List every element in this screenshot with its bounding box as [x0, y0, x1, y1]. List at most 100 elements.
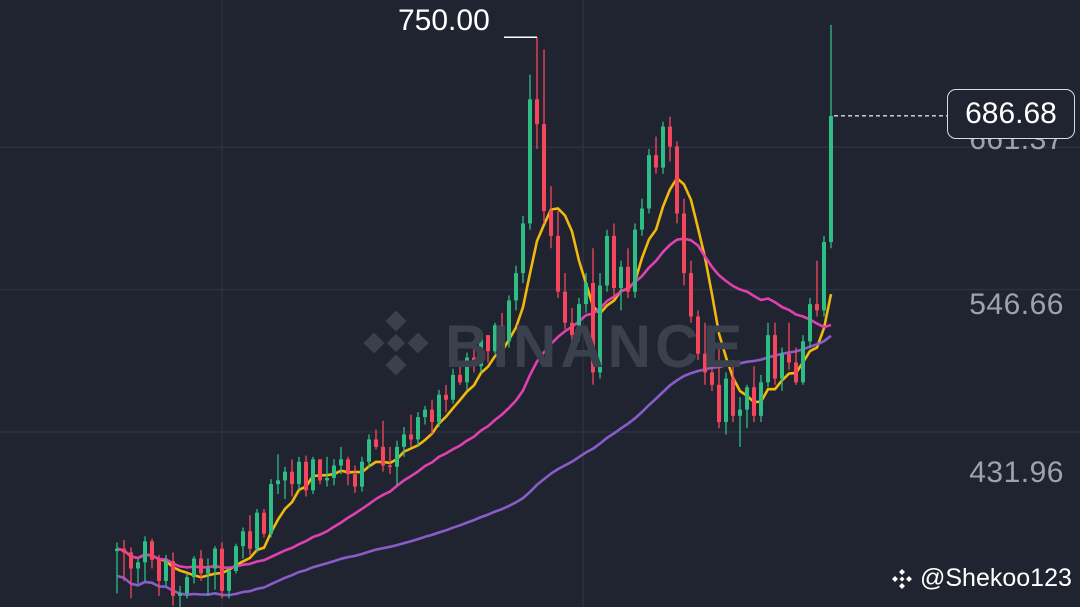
candle — [437, 389, 441, 428]
candle-body — [619, 266, 623, 288]
candle-body — [199, 558, 203, 574]
candle-body — [563, 291, 567, 323]
candle — [129, 547, 133, 599]
candle-body — [136, 562, 140, 569]
candle — [353, 465, 357, 493]
candle — [318, 459, 322, 485]
candle-body — [388, 465, 392, 467]
candle-body — [654, 155, 658, 168]
candle — [717, 347, 721, 429]
candle — [815, 260, 819, 317]
author-handle-text: @Shekoo123 — [920, 564, 1072, 592]
candle-body — [444, 394, 448, 400]
candle — [521, 215, 525, 284]
candle — [661, 121, 665, 174]
candle — [388, 446, 392, 475]
candle-body — [227, 571, 231, 591]
candle-body — [213, 548, 217, 569]
candle — [325, 456, 329, 487]
watermark-logo-part — [385, 310, 407, 332]
candle-body — [696, 316, 700, 354]
candle — [332, 459, 336, 486]
candle — [304, 455, 308, 497]
candle — [374, 429, 378, 450]
candle-body — [591, 283, 595, 373]
candle — [185, 573, 189, 599]
candle — [633, 223, 637, 298]
candle-body — [381, 446, 385, 466]
candle-body — [283, 471, 287, 481]
candle — [150, 538, 154, 569]
candle — [486, 335, 490, 363]
candle — [703, 322, 707, 385]
candle — [234, 543, 238, 574]
moving-averages — [116, 176, 833, 597]
candle — [570, 307, 574, 342]
candle — [500, 312, 504, 344]
candle — [542, 49, 546, 224]
candle-body — [829, 115, 833, 243]
watermark-logo-part — [385, 354, 407, 376]
candle — [640, 198, 644, 236]
candle — [577, 297, 581, 342]
candle-body — [248, 531, 252, 549]
price-tick-label: 431.96 — [969, 456, 1064, 489]
candle-body — [325, 477, 329, 481]
candle-body — [542, 124, 546, 212]
candle — [605, 229, 609, 292]
last-price-tag[interactable]: 686.68 — [947, 89, 1075, 139]
candle-body — [269, 484, 273, 534]
candle — [794, 347, 798, 385]
candle — [122, 539, 126, 581]
candle-body — [766, 335, 770, 383]
candle-body — [150, 541, 154, 560]
candle — [262, 508, 266, 538]
candle — [829, 24, 833, 249]
candle — [136, 558, 140, 584]
candle — [780, 347, 784, 392]
candle-body — [640, 208, 644, 230]
candle-body — [164, 561, 168, 581]
candle-body — [745, 387, 749, 410]
candle — [220, 542, 224, 599]
candle-body — [157, 559, 161, 581]
candle — [458, 364, 462, 385]
candle-body — [570, 322, 574, 336]
candle-body — [346, 459, 350, 475]
candle-body — [332, 465, 336, 478]
candle — [724, 372, 728, 435]
candle — [612, 223, 616, 298]
candle-body — [493, 325, 497, 352]
candle — [549, 186, 553, 249]
candle-body — [311, 459, 315, 491]
candle-body — [689, 273, 693, 317]
candle-body — [521, 223, 525, 274]
candle — [808, 297, 812, 348]
candle-body — [458, 374, 462, 383]
candle-body — [752, 387, 756, 416]
candle-body — [451, 374, 455, 400]
candle-body — [129, 552, 133, 569]
price-tick-label: 546.66 — [969, 288, 1064, 321]
candle — [647, 148, 651, 214]
candle — [227, 567, 231, 599]
author-handle: @Shekoo123 — [890, 564, 1072, 593]
candle-body — [374, 439, 378, 447]
candle-body — [801, 341, 805, 383]
candle — [766, 322, 770, 388]
candles — [115, 24, 833, 607]
candle — [598, 273, 602, 379]
candle — [346, 456, 350, 486]
candle — [472, 345, 476, 373]
candle-body — [675, 146, 679, 214]
candle — [360, 456, 364, 492]
candle-body — [234, 546, 238, 572]
candle — [423, 405, 427, 425]
candle-body — [612, 235, 616, 288]
candle-body — [682, 213, 686, 274]
candle — [164, 554, 168, 586]
candle — [682, 198, 686, 286]
